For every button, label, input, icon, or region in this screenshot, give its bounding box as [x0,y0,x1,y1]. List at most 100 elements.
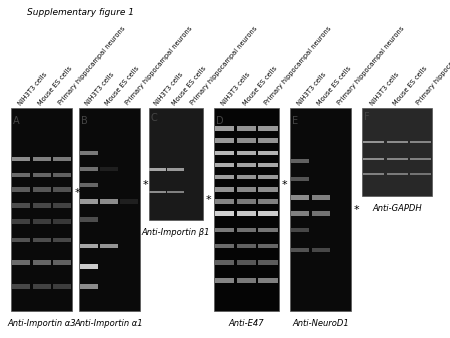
Bar [258,227,278,232]
Bar [80,167,98,171]
Bar [80,150,98,155]
Bar [149,168,166,171]
Bar [12,203,31,208]
Text: C: C [150,113,157,123]
Text: Mouse ES cells: Mouse ES cells [104,65,140,106]
Text: Anti-Importin β1: Anti-Importin β1 [141,228,210,237]
Bar [32,203,51,208]
Text: NIH3T3 cells: NIH3T3 cells [220,71,251,106]
Text: Mouse ES cells: Mouse ES cells [392,65,428,106]
Bar [11,108,72,311]
Bar [237,138,256,143]
Text: Anti-Importin α3: Anti-Importin α3 [7,319,76,329]
Text: Anti-Importin α1: Anti-Importin α1 [75,319,144,329]
Bar [120,199,139,204]
Bar [215,260,234,265]
Bar [291,195,310,200]
Bar [80,264,98,269]
Bar [258,187,278,192]
Bar [291,177,310,182]
Bar [215,187,234,192]
Text: *: * [142,180,148,190]
Text: E: E [292,116,298,126]
Bar [215,227,234,232]
Bar [53,219,71,224]
Bar [311,211,330,216]
Text: Primary hippocampal neurons: Primary hippocampal neurons [264,26,333,106]
Text: Anti-NeuroD1: Anti-NeuroD1 [292,319,349,329]
Text: *: * [354,204,359,215]
Bar [237,199,256,204]
Bar [12,284,31,289]
Bar [258,199,278,204]
Bar [32,173,51,177]
Bar [100,244,118,248]
Bar [32,260,51,265]
Bar [237,278,256,283]
Bar [80,217,98,222]
Text: Primary hippocampal neurons: Primary hippocampal neurons [416,26,450,106]
Text: Mouse ES cells: Mouse ES cells [242,65,278,106]
Bar [410,173,431,175]
Bar [79,108,140,311]
Bar [237,187,256,192]
Text: A: A [13,116,20,126]
Bar [237,260,256,265]
Text: Anti-E47: Anti-E47 [229,319,264,329]
Bar [364,141,384,143]
Bar [53,173,71,177]
Text: *: * [282,180,287,190]
Bar [149,191,166,193]
Bar [53,284,71,289]
Bar [12,260,31,265]
Bar [237,244,256,248]
Text: *: * [75,188,81,198]
Bar [291,227,310,232]
Text: F: F [364,112,370,122]
Text: NIH3T3 cells: NIH3T3 cells [17,71,48,106]
Bar [53,260,71,265]
Text: *: * [205,195,211,204]
Bar [237,126,256,131]
Text: Mouse ES cells: Mouse ES cells [316,65,352,106]
Bar [100,199,118,204]
Bar [80,183,98,188]
Bar [387,173,408,175]
Bar [53,187,71,192]
Text: Primary hippocampal neurons: Primary hippocampal neurons [336,26,405,106]
Bar [311,195,330,200]
Bar [32,219,51,224]
Text: Primary hippocampal neurons: Primary hippocampal neurons [189,26,258,106]
Bar [32,156,51,161]
Bar [53,156,71,161]
Bar [80,199,98,204]
Text: Primary hippocampal neurons: Primary hippocampal neurons [57,26,126,106]
Bar [32,284,51,289]
Bar [258,175,278,179]
Bar [12,173,31,177]
Bar [53,238,71,242]
Bar [258,150,278,155]
Bar [148,108,202,220]
Bar [291,248,310,252]
Bar [237,227,256,232]
Bar [215,244,234,248]
Bar [258,260,278,265]
Bar [364,158,384,160]
Bar [410,141,431,143]
Bar [167,168,184,171]
Text: Primary hippocampal neurons: Primary hippocampal neurons [125,26,194,106]
Bar [258,244,278,248]
Bar [362,108,432,196]
Bar [291,159,310,163]
Text: NIH3T3 cells: NIH3T3 cells [369,71,400,106]
Bar [410,158,431,160]
Bar [215,126,234,131]
Text: NIH3T3 cells: NIH3T3 cells [153,71,184,106]
Bar [364,173,384,175]
Bar [291,211,310,216]
Text: D: D [216,116,223,126]
Bar [12,238,31,242]
Bar [387,141,408,143]
Bar [258,163,278,167]
